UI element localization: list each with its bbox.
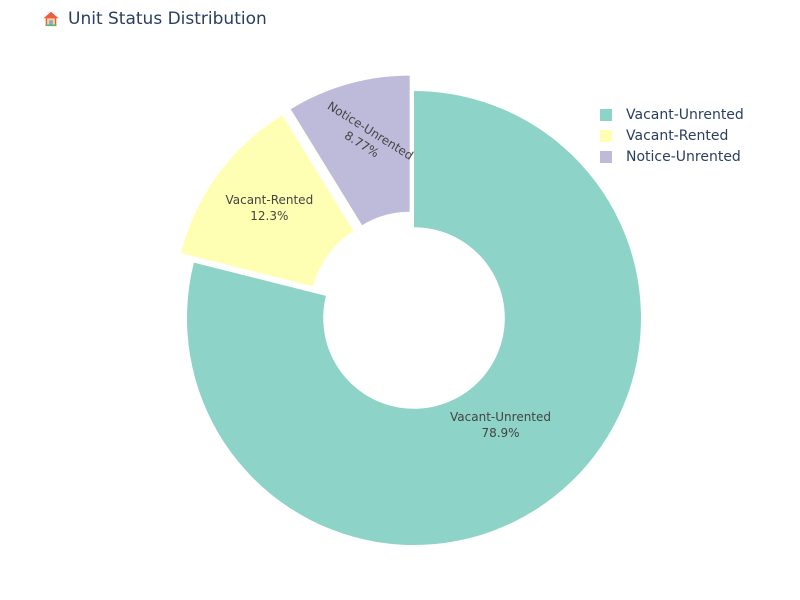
legend-label-notice-unrented: Notice-Unrented — [626, 148, 741, 165]
house-icon — [43, 11, 59, 27]
legend-item-vacant-rented[interactable]: Vacant-Rented — [600, 126, 770, 145]
legend-item-notice-unrented[interactable]: Notice-Unrented — [600, 147, 770, 166]
legend-swatch-notice-unrented — [600, 150, 612, 163]
slice-vacant-rented[interactable] — [180, 115, 354, 287]
slice-vacant-unrented[interactable] — [186, 91, 641, 546]
slice-label-vacant-rented: Vacant-Rented 12.3% — [225, 193, 313, 223]
legend-label-vacant-rented: Vacant-Rented — [626, 127, 729, 144]
chart-title-text: Unit Status Distribution — [68, 9, 267, 29]
slice-label-name-vacant-rented: Vacant-Rented — [225, 193, 313, 207]
chart-title: Unit Status Distribution — [42, 8, 267, 30]
slices-layer — [180, 75, 641, 546]
legend-swatch-vacant-rented — [600, 129, 612, 142]
slice-notice-unrented[interactable] — [290, 75, 410, 226]
legend-label-vacant-unrented: Vacant-Unrented — [626, 106, 744, 123]
legend-item-vacant-unrented[interactable]: Vacant-Unrented — [600, 105, 770, 124]
legend-swatch-vacant-unrented — [600, 108, 612, 121]
chart-legend: Vacant-Unrented Vacant-Rented Notice-Unr… — [600, 105, 770, 166]
slice-label-name-vacant-unrented: Vacant-Unrented — [450, 410, 551, 424]
slice-label-percent-vacant-unrented: 78.9% — [481, 426, 519, 440]
slice-label-percent-vacant-rented: 12.3% — [250, 209, 288, 223]
slice-label-vacant-unrented: Vacant-Unrented 78.9% — [450, 410, 551, 440]
